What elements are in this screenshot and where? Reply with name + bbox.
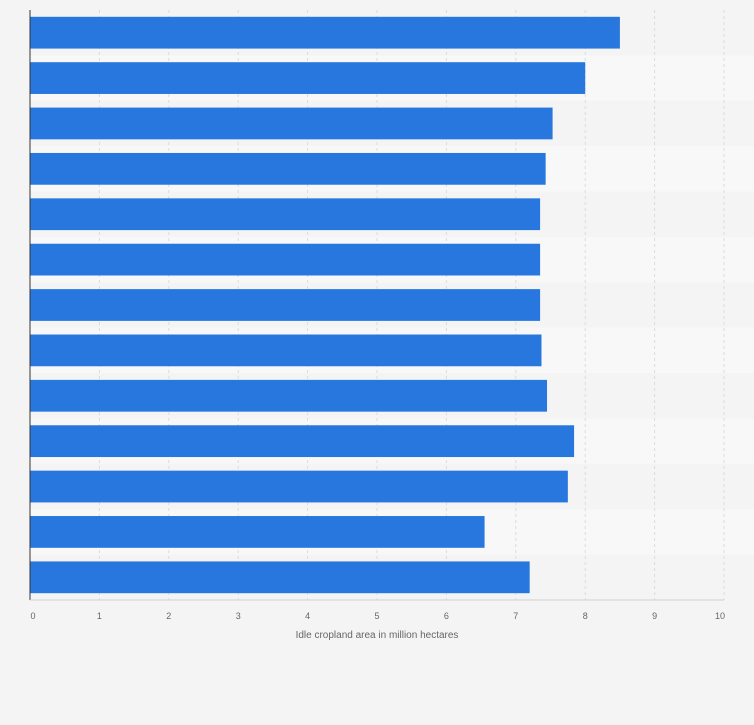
- bar[interactable]: [30, 561, 530, 594]
- bar[interactable]: [30, 516, 485, 548]
- bar[interactable]: [30, 243, 541, 276]
- x-tick-labels: 0 1 2 3 4 5 6 7 8 9 10: [30, 611, 725, 621]
- x-tick-label: 7: [513, 611, 518, 621]
- x-tick-label: 5: [374, 611, 379, 621]
- bar[interactable]: [30, 62, 586, 94]
- x-tick-label: 3: [236, 611, 241, 621]
- x-tick-label: 1: [97, 611, 102, 621]
- bar[interactable]: [30, 152, 546, 185]
- x-tick-label: 6: [444, 611, 449, 621]
- bar[interactable]: [30, 470, 568, 503]
- x-tick-label: 0: [30, 611, 35, 621]
- bar[interactable]: [30, 289, 541, 321]
- x-tick-label: 4: [305, 611, 310, 621]
- x-tick-label: 2: [166, 611, 171, 621]
- bar[interactable]: [30, 198, 541, 231]
- bars: [30, 16, 620, 594]
- bar[interactable]: [30, 334, 542, 367]
- x-tick-label: 8: [583, 611, 588, 621]
- x-tick-label: 10: [715, 611, 725, 621]
- bar[interactable]: [30, 107, 553, 140]
- bar[interactable]: [30, 425, 575, 458]
- x-axis-title: Idle cropland area in million hectares: [296, 630, 459, 641]
- x-tick-label: 9: [652, 611, 657, 621]
- bar[interactable]: [30, 16, 620, 49]
- bar[interactable]: [30, 379, 548, 412]
